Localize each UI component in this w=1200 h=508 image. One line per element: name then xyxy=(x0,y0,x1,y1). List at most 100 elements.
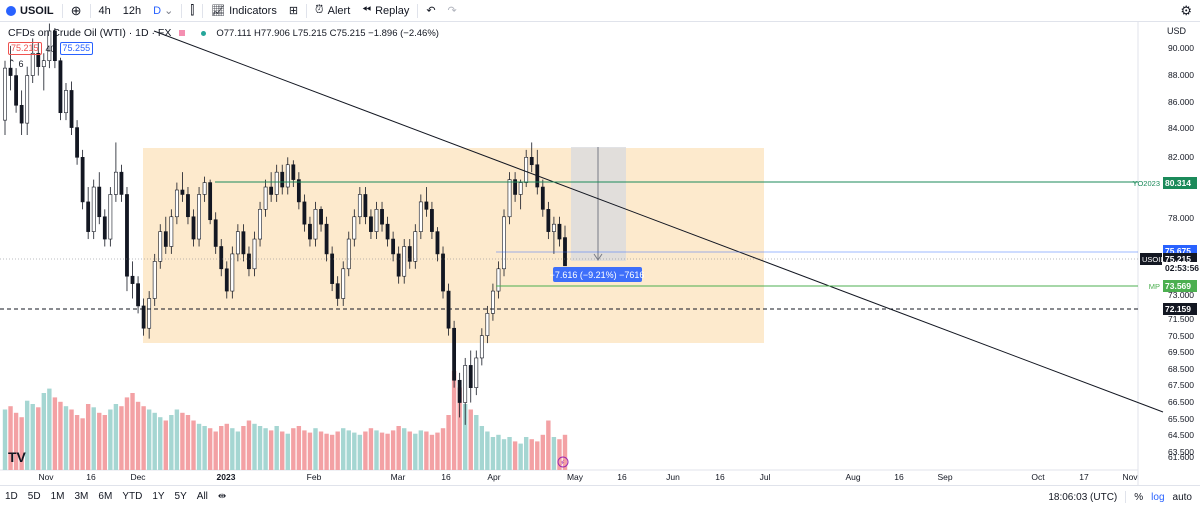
candle-body xyxy=(319,209,323,225)
candle-body xyxy=(324,223,329,255)
candle xyxy=(213,212,218,254)
x-tick-label: 16 xyxy=(617,472,627,482)
percent-toggle[interactable]: % xyxy=(1134,491,1144,503)
undo-button[interactable]: ↶ xyxy=(420,0,441,22)
indicators-icon: 📈︎ xyxy=(211,5,226,17)
measure-arrowhead xyxy=(593,253,603,261)
candle-body xyxy=(518,182,523,195)
y-tick-label: 63.500 xyxy=(1168,447,1194,457)
candle xyxy=(324,216,329,262)
flash-icon[interactable] xyxy=(557,456,569,468)
chart-type-button[interactable]: ⫿ xyxy=(184,0,200,22)
interval-4h[interactable]: 4h xyxy=(98,4,111,17)
candle xyxy=(75,120,79,165)
auto-toggle[interactable]: auto xyxy=(1172,491,1192,503)
bid-price[interactable]: 75.215 xyxy=(8,42,42,55)
price-label-value: 80.314 xyxy=(1165,178,1191,188)
log-toggle[interactable]: log xyxy=(1151,491,1165,503)
volume-bar xyxy=(47,388,52,470)
range-5d[interactable]: 5D xyxy=(27,491,41,502)
volume-bar xyxy=(113,404,119,470)
indicator-toggle-row[interactable]: ⌃ 6 xyxy=(8,58,24,69)
volume-bar xyxy=(518,443,523,470)
volume-bar xyxy=(19,417,24,470)
candle-body xyxy=(202,182,207,195)
candle-body xyxy=(313,209,318,240)
candle xyxy=(313,201,318,247)
range-6m[interactable]: 6M xyxy=(98,491,113,502)
candle xyxy=(280,164,285,195)
volume-bar xyxy=(24,400,30,470)
candle xyxy=(152,253,157,306)
volume-bar xyxy=(97,412,102,470)
candle-body xyxy=(557,223,562,240)
range-3m[interactable]: 3M xyxy=(74,491,89,502)
candle xyxy=(130,261,135,299)
volume-bar xyxy=(335,431,340,470)
clock-time[interactable]: 18:06:03 (UTC) xyxy=(1048,491,1118,503)
x-tick-label: May xyxy=(567,472,584,482)
range-1m[interactable]: 1M xyxy=(50,491,65,502)
alert-button[interactable]: ⏰︎ Alert xyxy=(309,0,356,22)
candle xyxy=(158,224,163,269)
candle-body xyxy=(413,231,418,262)
candle-body xyxy=(36,52,41,67)
candle xyxy=(430,201,434,240)
gear-icon: ⚙ xyxy=(1180,2,1192,18)
candles-icon: ⫿ xyxy=(190,3,195,17)
candle xyxy=(180,172,185,202)
range-1d[interactable]: 1D xyxy=(5,491,18,502)
candle-body xyxy=(19,104,24,124)
indicators-button[interactable]: 📈︎ Indicators xyxy=(205,0,283,22)
symbol-search[interactable]: USOIL xyxy=(0,0,60,22)
range-5y[interactable]: 5Y xyxy=(174,491,187,502)
redo-icon: ↷ xyxy=(447,5,457,17)
settings-button[interactable]: ⚙ xyxy=(1174,0,1198,22)
range-1y[interactable]: 1Y xyxy=(152,491,165,502)
range-all[interactable]: All xyxy=(196,491,208,502)
price-label-value: 75.675 xyxy=(1165,246,1191,256)
candle xyxy=(285,157,290,195)
range-ytd[interactable]: YTD xyxy=(122,491,143,502)
volume-bar xyxy=(546,420,551,470)
currency-label[interactable]: USD xyxy=(1167,26,1187,36)
price-chart[interactable]: −7.616 (−9.21%) −7616 90.000 88.000 86.000… xyxy=(0,22,1200,485)
indicator-count: 6 xyxy=(18,58,24,69)
candle xyxy=(113,142,118,202)
spread-value: 40 xyxy=(45,43,56,54)
templates-button[interactable]: ⊞ xyxy=(283,0,304,22)
status-dot-icon xyxy=(201,30,207,36)
candle xyxy=(64,82,68,121)
candle-body xyxy=(330,253,335,284)
candle xyxy=(47,23,52,69)
ask-price[interactable]: 75.255 xyxy=(59,42,94,55)
divider xyxy=(417,3,419,18)
chart-area[interactable]: −7.616 (−9.21%) −7616 90.000 88.000 86.000… xyxy=(0,22,1200,485)
redo-button[interactable]: ↷ xyxy=(442,0,463,22)
replay-button[interactable]: ⏪︎ Replay xyxy=(356,0,415,22)
candle xyxy=(230,246,235,299)
candle-body xyxy=(446,290,451,329)
candle xyxy=(524,149,529,188)
candle xyxy=(407,239,412,269)
x-tick-label: 16 xyxy=(894,472,904,482)
candle xyxy=(186,187,190,225)
x-tick-label: Apr xyxy=(487,472,500,482)
candle-body xyxy=(230,253,235,292)
price-label-bg xyxy=(1163,303,1197,315)
compare-button[interactable]: ⊕ xyxy=(65,0,88,22)
candle-body xyxy=(152,261,157,299)
date-range-button[interactable]: ⇹ xyxy=(213,491,231,502)
volume-bar xyxy=(302,430,307,470)
volume-bar xyxy=(540,434,546,470)
volume-bar xyxy=(390,430,396,470)
candle xyxy=(330,246,335,292)
price-line-label: YO2023 xyxy=(1132,179,1160,188)
candle-body xyxy=(208,182,213,221)
time-axis[interactable]: Nov 16 Dec 2023 Feb Mar 16 Apr May 16 Jun 16 Jul Aug 1… xyxy=(38,472,1138,482)
trendline[interactable] xyxy=(153,30,1164,413)
candle xyxy=(502,209,506,277)
interval-d[interactable]: D ⌄ xyxy=(147,0,179,22)
candle-body xyxy=(374,209,379,232)
interval-12h[interactable]: 12h xyxy=(122,4,142,17)
